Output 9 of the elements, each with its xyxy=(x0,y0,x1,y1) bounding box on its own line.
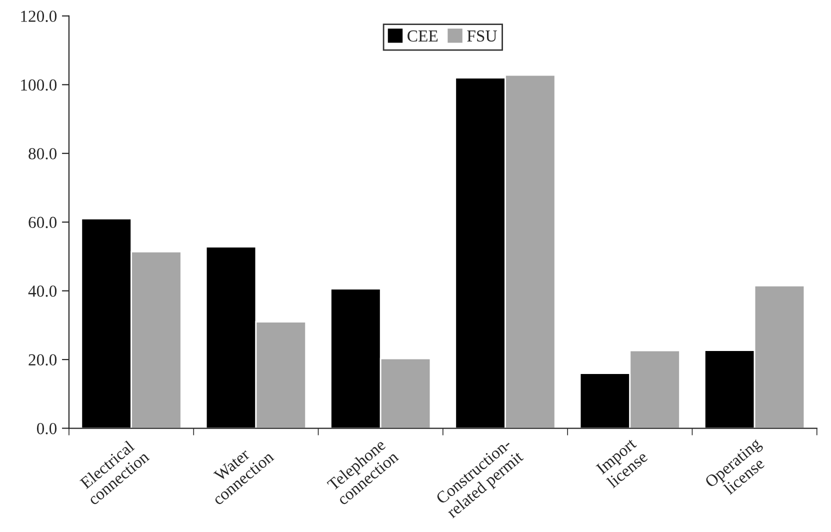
y-tick-label: 100.0 xyxy=(21,79,57,91)
y-tick-label: 0.0 xyxy=(36,422,57,434)
y-tick-label: 80.0 xyxy=(28,148,57,160)
y-tick-label: 40.0 xyxy=(28,286,57,297)
legend-label: FSU xyxy=(467,30,497,42)
y-tick-label: 20.0 xyxy=(28,354,57,366)
y-tick-label: 120.0 xyxy=(21,10,57,22)
y-tick-label: 60.0 xyxy=(28,216,57,228)
legend-label: CEE xyxy=(408,30,438,42)
